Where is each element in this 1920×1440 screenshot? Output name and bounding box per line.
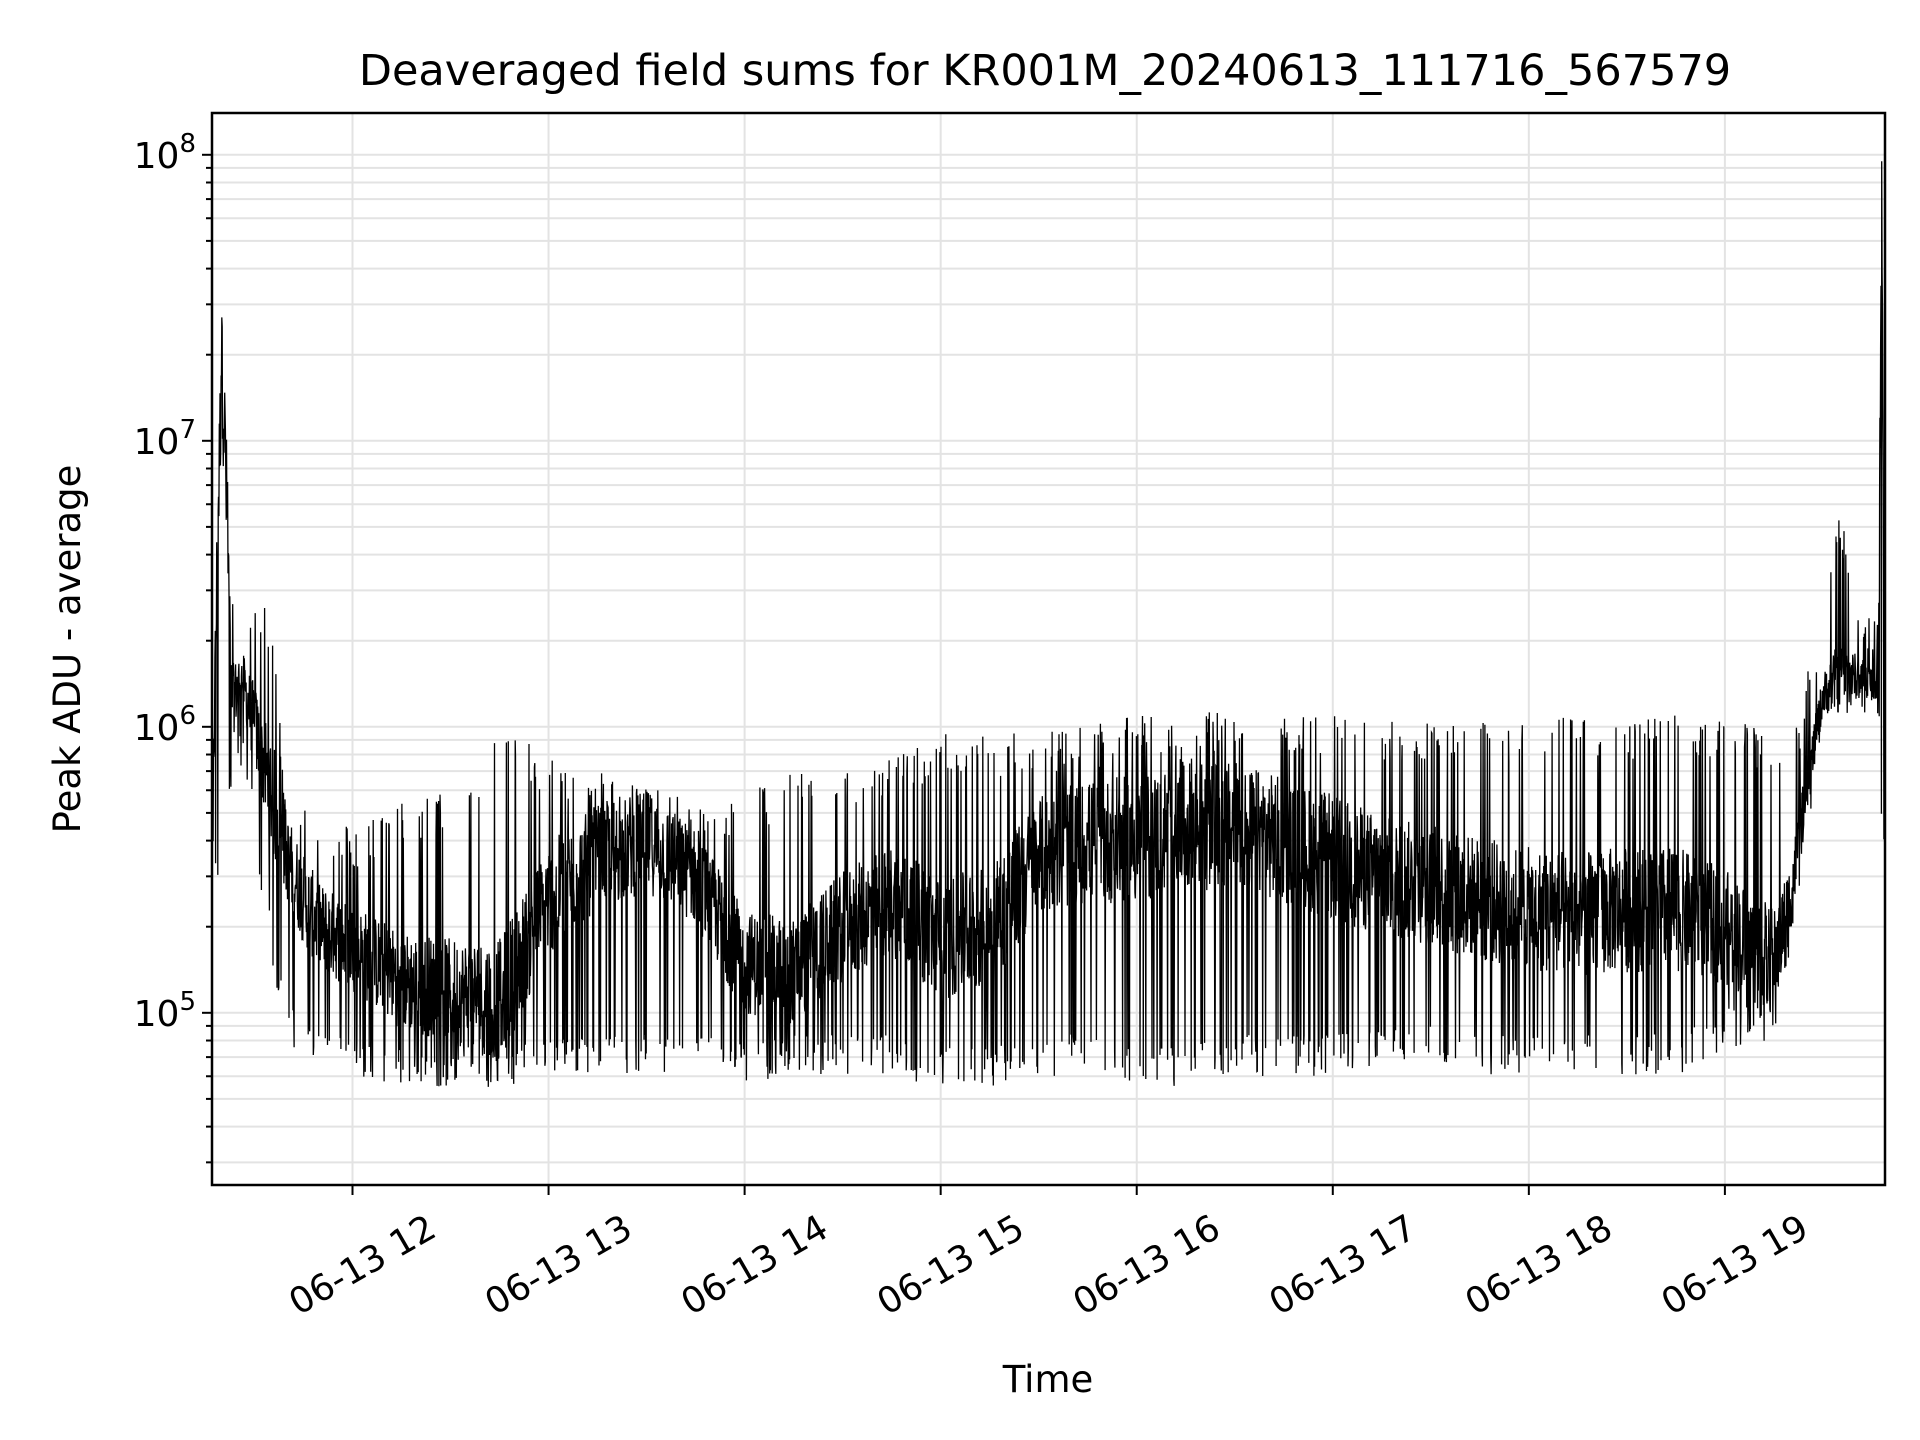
series-layer [211,161,1886,1087]
y-axis-label: Peak ADU - average [46,465,89,834]
x-axis-label: Time [1002,1358,1094,1401]
x-tick-label: 06-13 13 [478,1207,639,1323]
y-axis: 105 106 107 108 [134,129,212,1164]
x-tick-label: 06-13 17 [1263,1207,1424,1323]
series-line [211,161,1886,1087]
y-tick-label: 106 [134,701,196,749]
x-tick-label: 06-13 15 [870,1207,1031,1323]
y-tick-label: 107 [134,415,196,463]
x-tick-label: 06-13 19 [1655,1207,1816,1323]
plot-frame [210,111,1887,1187]
y-tick-label: 105 [134,987,196,1035]
x-tick-label: 06-13 14 [674,1207,835,1323]
x-tick-label: 06-13 18 [1459,1207,1620,1323]
x-tick-label: 06-13 12 [282,1207,443,1323]
y-tick-label: 108 [134,129,196,177]
x-tick-label: 06-13 16 [1067,1207,1228,1323]
chart-title: Deaveraged field sums for KR001M_2024061… [359,46,1731,96]
x-axis: 06-13 12 06-13 13 06-13 14 06-13 15 06-13 16… [282,1185,1815,1324]
